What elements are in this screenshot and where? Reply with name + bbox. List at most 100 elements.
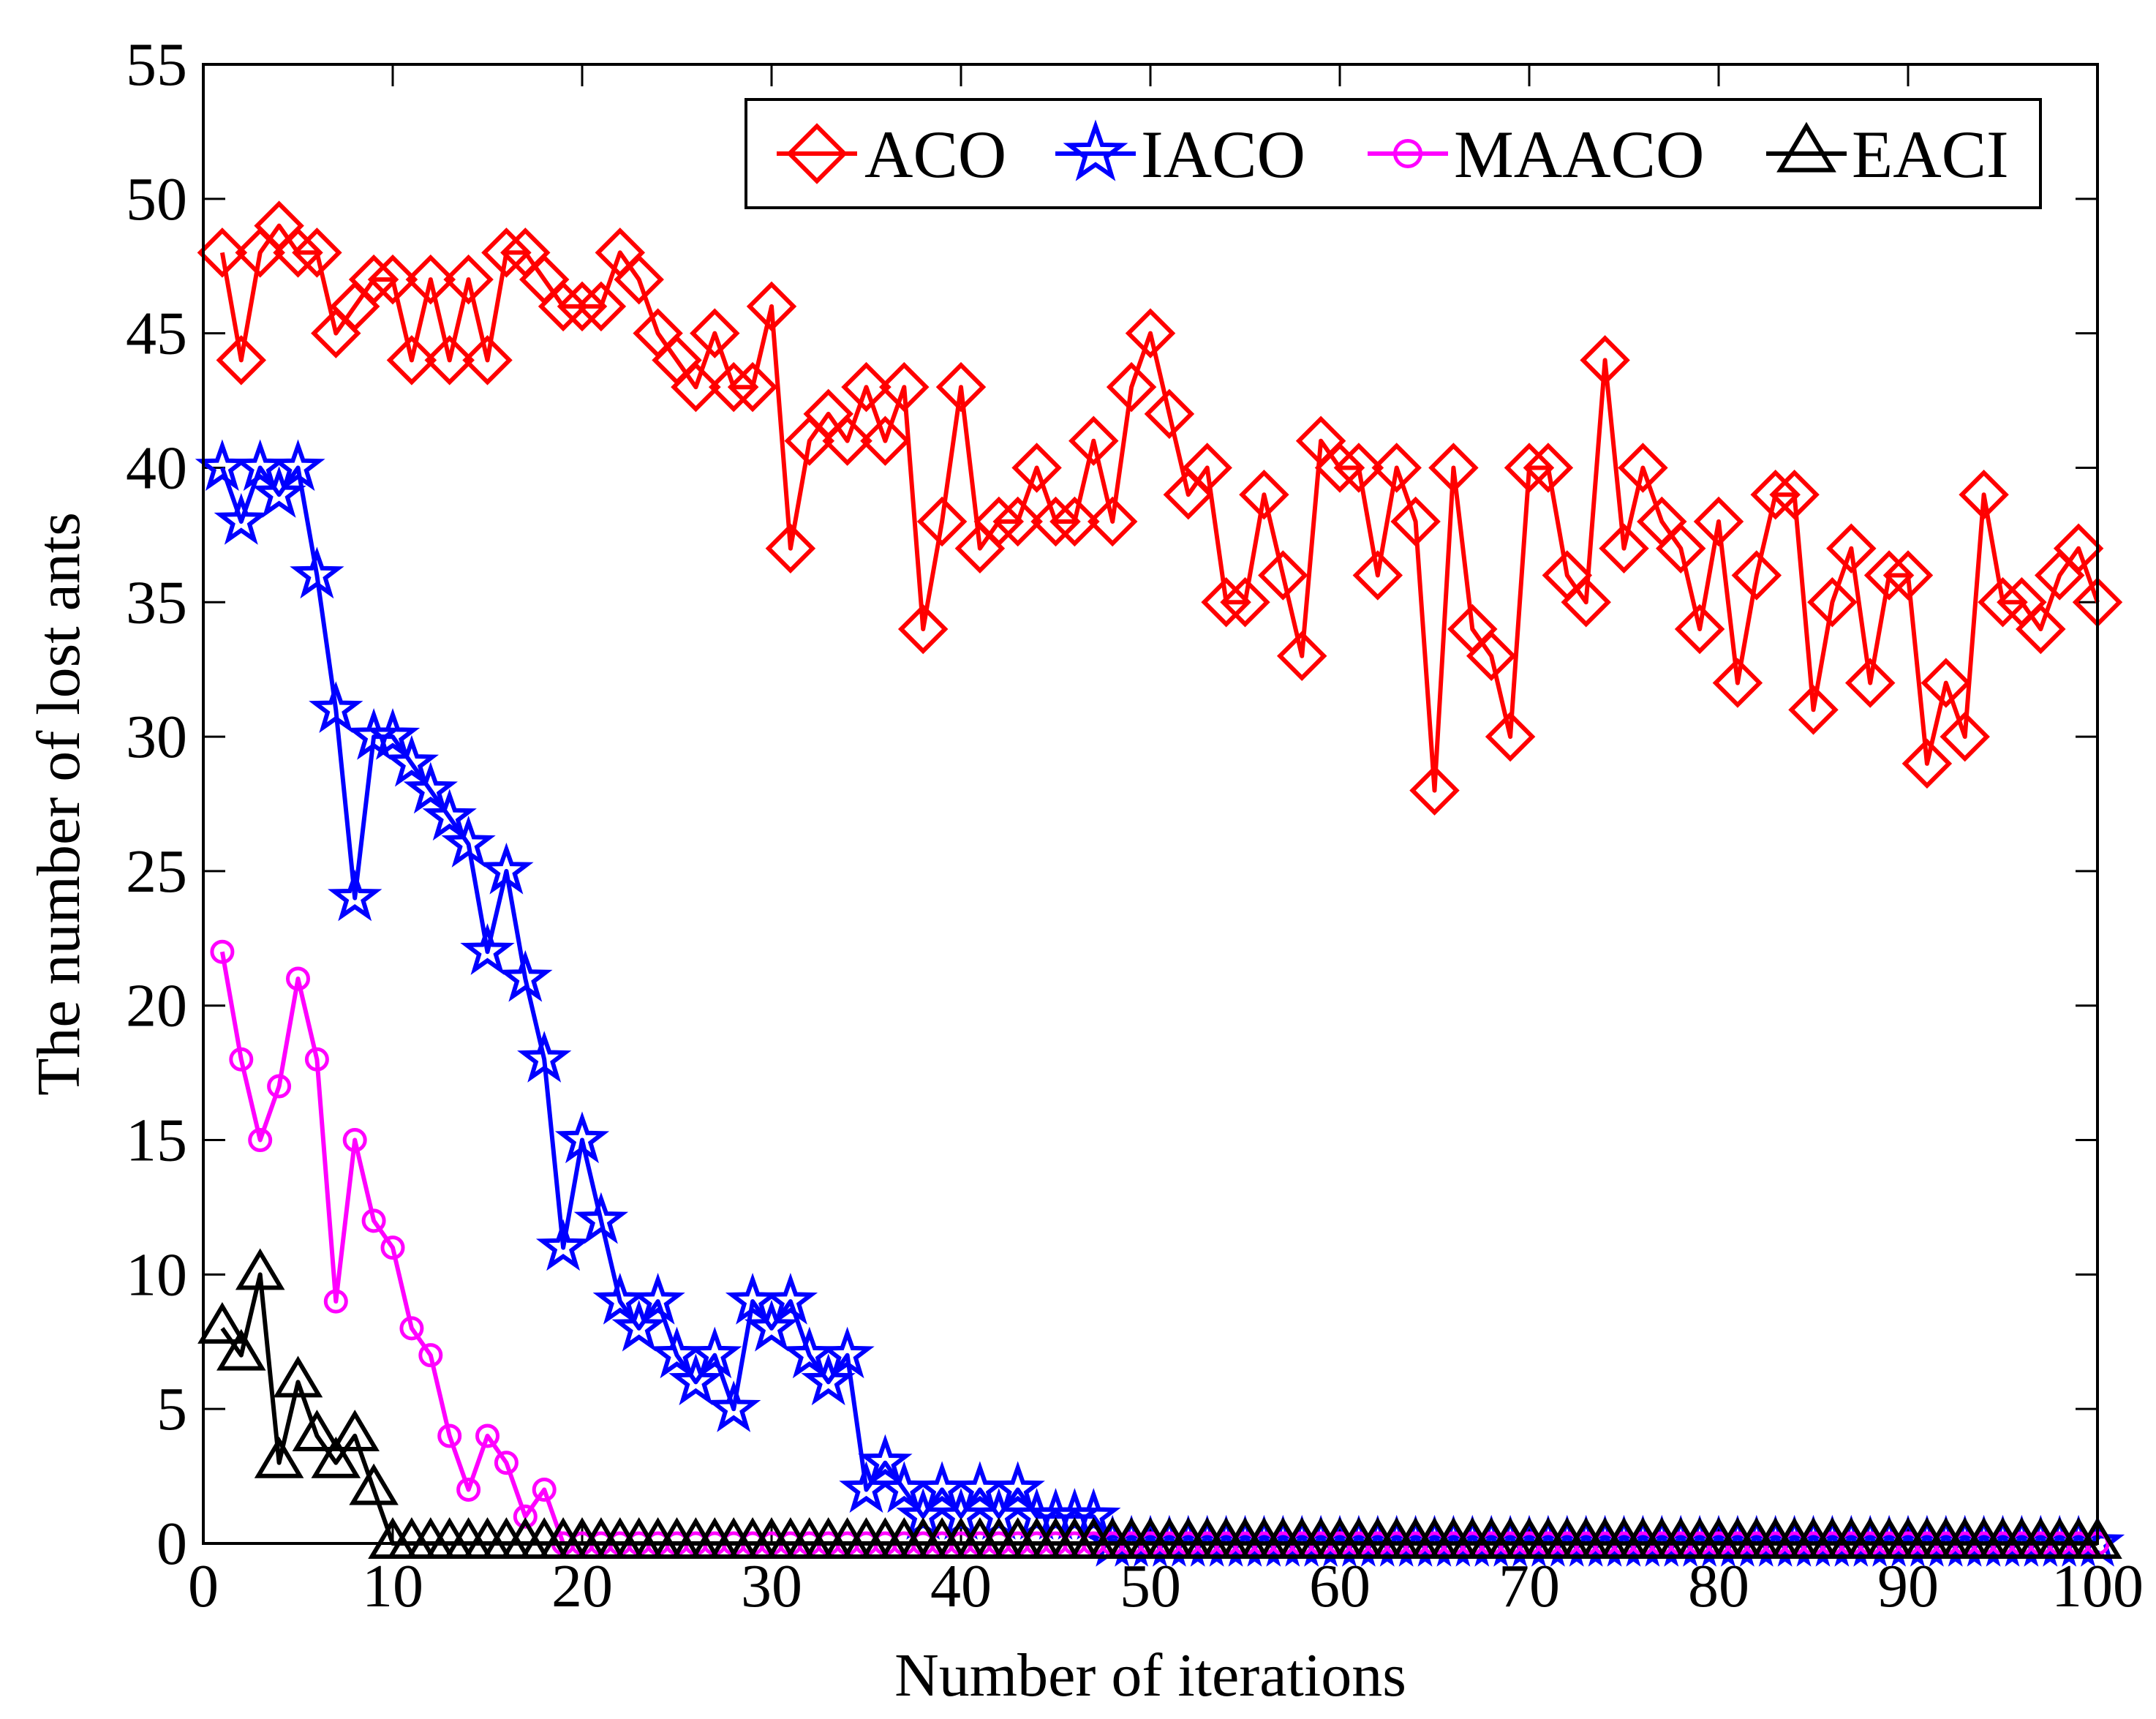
data-point-maaco <box>532 1477 557 1502</box>
data-point-maaco <box>323 1289 348 1314</box>
data-point-aco <box>1655 523 1706 573</box>
data-point-iaco <box>252 466 306 518</box>
data-point-aco <box>1863 550 1915 601</box>
data-point-iaco <box>611 1299 666 1352</box>
data-point-aco <box>1371 443 1422 493</box>
data-point-aco <box>1731 550 1782 601</box>
data-point-iaco <box>498 949 553 1002</box>
series-maaco <box>210 939 2110 1556</box>
y-tick-label: 50 <box>126 165 187 233</box>
data-point-iaco <box>460 923 515 975</box>
data-point-aco <box>1201 577 1251 628</box>
x-tick-label: 100 <box>2051 1552 2144 1620</box>
data-point-iaco <box>441 816 496 868</box>
data-point-aco <box>197 227 248 278</box>
data-point-iaco <box>801 1353 856 1406</box>
data-point-aco <box>1940 711 1990 762</box>
data-point-aco <box>992 496 1043 547</box>
data-point-aco <box>1561 577 1611 628</box>
data-point-maaco <box>304 1047 329 1072</box>
x-tick-label: 50 <box>1120 1552 1181 1620</box>
data-point-iaco <box>290 546 344 599</box>
y-axis-label: The number of lost ants <box>25 512 93 1096</box>
legend-item-maaco: MAACO <box>1368 117 1704 192</box>
series-eaci <box>197 1248 2122 1559</box>
data-point-iaco <box>328 869 382 922</box>
data-point-aco <box>557 281 608 332</box>
legend-item-aco: ACO <box>777 117 1006 192</box>
data-point-aco <box>727 361 778 413</box>
data-point-iaco <box>271 439 325 492</box>
x-tick-label: 80 <box>1688 1552 1749 1620</box>
data-point-aco <box>765 523 816 573</box>
data-point-iaco <box>630 1273 685 1325</box>
data-point-iaco <box>820 1326 875 1379</box>
data-point-eaci <box>330 1410 380 1451</box>
data-point-maaco <box>456 1477 481 1502</box>
data-point-iaco <box>744 1299 799 1352</box>
data-point-aco <box>973 496 1025 547</box>
data-point-aco <box>1011 443 1062 493</box>
legend-label-maaco: MAACO <box>1454 117 1704 192</box>
data-point-eaci <box>273 1355 323 1398</box>
data-point-aco <box>405 254 456 305</box>
data-point-aco <box>1144 388 1195 440</box>
x-tick-label: 10 <box>362 1552 423 1620</box>
data-point-aco <box>1788 685 1839 735</box>
data-point-aco <box>1314 443 1365 493</box>
data-point-aco <box>1485 711 1536 762</box>
series-aco <box>197 200 2123 816</box>
data-point-aco <box>822 415 872 466</box>
x-tick-label: 60 <box>1309 1552 1371 1620</box>
legend-label-aco: ACO <box>864 117 1006 192</box>
data-point-aco <box>897 603 949 655</box>
data-point-aco <box>614 254 664 305</box>
data-point-aco <box>690 308 740 358</box>
data-point-iaco <box>668 1353 723 1406</box>
data-point-maaco <box>513 1504 538 1529</box>
data-point-eaci <box>216 1328 266 1371</box>
data-point-aco <box>1599 523 1649 573</box>
data-point-iaco <box>763 1273 818 1325</box>
data-point-aco <box>935 361 987 413</box>
data-point-aco <box>1106 361 1157 413</box>
data-point-iaco <box>687 1326 742 1379</box>
x-tick-label: 20 <box>551 1552 613 1620</box>
x-tick-label: 40 <box>930 1552 992 1620</box>
y-tick-label: 15 <box>126 1107 187 1175</box>
data-point-aco <box>879 361 930 413</box>
legend-marker-eaci <box>1776 121 1836 173</box>
data-point-aco <box>1087 496 1138 547</box>
data-point-aco <box>1580 335 1630 385</box>
data-point-maaco <box>248 1128 273 1153</box>
data-point-aco <box>273 227 323 278</box>
y-tick-label: 55 <box>126 31 187 99</box>
data-point-aco <box>1030 496 1081 547</box>
data-point-aco <box>443 254 494 305</box>
data-point-maaco <box>342 1128 367 1153</box>
legend-marker-iaco <box>1063 119 1128 181</box>
data-point-aco <box>1921 658 1972 708</box>
data-point-maaco <box>361 1208 386 1233</box>
data-point-aco <box>916 496 968 547</box>
data-point-eaci <box>197 1302 247 1344</box>
data-point-aco <box>216 335 267 385</box>
data-point-aco <box>746 281 797 332</box>
data-point-aco <box>292 227 342 278</box>
data-point-aco <box>1693 496 1744 547</box>
data-point-aco <box>1466 631 1517 682</box>
data-point-aco <box>841 361 892 413</box>
data-point-aco <box>2016 603 2066 655</box>
x-tick-label: 70 <box>1499 1552 1560 1620</box>
data-point-maaco <box>494 1451 519 1475</box>
data-point-iaco <box>195 439 250 492</box>
data-point-maaco <box>210 939 235 964</box>
y-tick-label: 45 <box>126 300 187 368</box>
data-point-iaco <box>554 1111 610 1164</box>
data-point-aco <box>1276 631 1327 682</box>
data-point-maaco <box>267 1074 292 1099</box>
data-point-aco <box>1674 603 1725 655</box>
data-point-aco <box>860 415 911 466</box>
data-point-aco <box>1068 415 1119 466</box>
series-line-aco <box>219 223 2100 793</box>
